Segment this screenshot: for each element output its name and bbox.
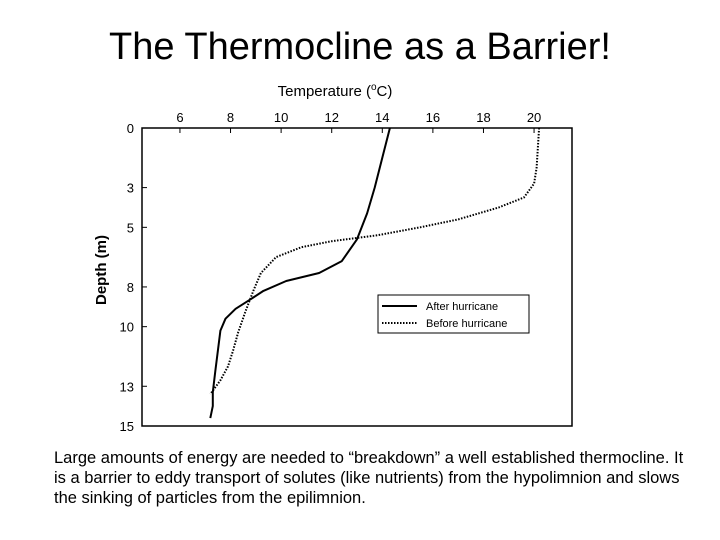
x-tick-label: 20 bbox=[527, 110, 541, 125]
x-axis-title-main: Temperature ( bbox=[278, 83, 371, 100]
y-axis-title: Depth (m) bbox=[93, 235, 110, 305]
y-tick-label: 5 bbox=[127, 220, 134, 235]
y-tick-label: 8 bbox=[127, 280, 134, 295]
y-tick-label: 15 bbox=[120, 419, 134, 434]
x-tick-label: 12 bbox=[324, 110, 338, 125]
axis-ticks: 6 8 10 12 14 16 18 20 0 3 5 8 10 13 15 bbox=[120, 110, 542, 434]
plot-frame bbox=[141, 127, 573, 427]
legend-label-after-hurricane: After hurricane bbox=[426, 301, 498, 313]
x-axis-title: Temperature (oC) bbox=[278, 82, 393, 100]
legend: After hurricane Before hurricane bbox=[377, 294, 530, 334]
series-line-before-hurricane bbox=[209, 127, 541, 395]
x-tick-label: 10 bbox=[274, 110, 288, 125]
series-line-after-hurricane bbox=[209, 127, 391, 419]
caption-text: Large amounts of energy are needed to “b… bbox=[54, 449, 684, 507]
slide-title: The Thermocline as a Barrier! bbox=[109, 26, 611, 68]
y-tick-label: 3 bbox=[127, 181, 134, 196]
x-axis-title-sup: o bbox=[371, 82, 377, 93]
x-tick-label: 18 bbox=[476, 110, 490, 125]
chart-container: Temperature (oC) Depth (m) 6 8 10 12 14 16 18 2… bbox=[80, 70, 600, 440]
y-tick-label: 13 bbox=[120, 379, 134, 394]
legend-box bbox=[377, 294, 530, 334]
y-tick-label: 10 bbox=[120, 320, 134, 335]
y-tick-label: 0 bbox=[127, 121, 134, 136]
x-axis-title-tail: C) bbox=[377, 83, 393, 100]
x-tick-label: 16 bbox=[426, 110, 440, 125]
depth-temperature-chart: Temperature (oC) Depth (m) 6 8 10 12 14 16 18 2… bbox=[93, 82, 573, 434]
legend-label-before-hurricane: Before hurricane bbox=[426, 318, 507, 330]
x-tick-label: 8 bbox=[227, 110, 234, 125]
series-layer bbox=[209, 127, 541, 419]
x-tick-label: 6 bbox=[176, 110, 183, 125]
x-tick-label: 14 bbox=[375, 110, 389, 125]
